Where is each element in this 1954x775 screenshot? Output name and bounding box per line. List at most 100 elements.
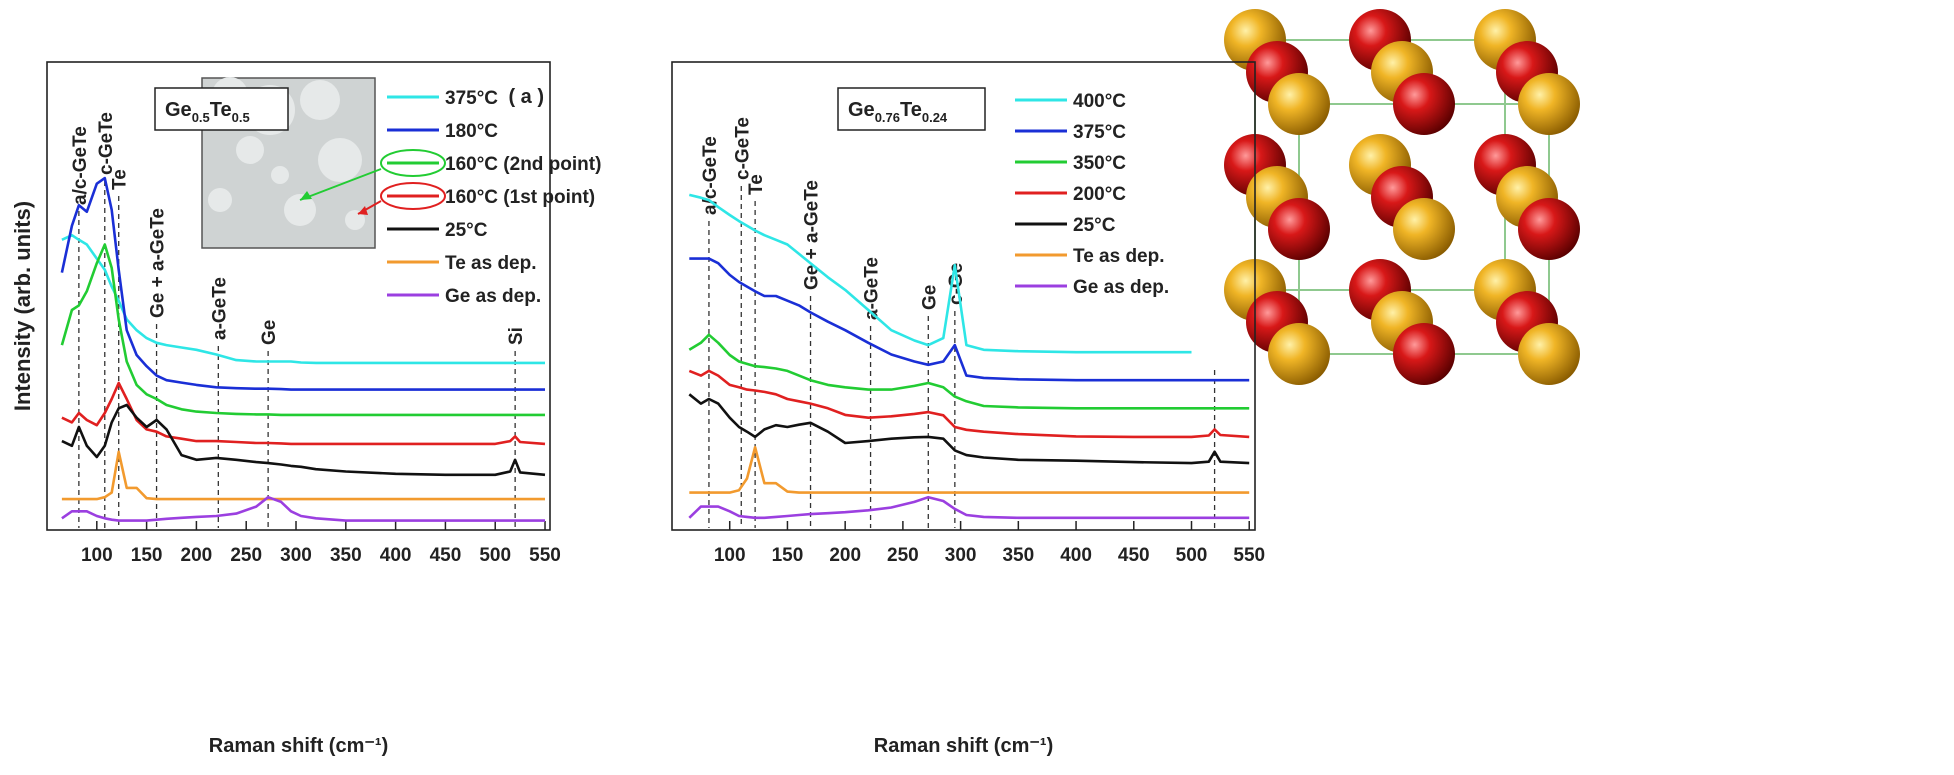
crystal-structure bbox=[1224, 9, 1580, 385]
spectrum bbox=[689, 445, 1250, 494]
inset-grain bbox=[236, 136, 264, 164]
atom bbox=[1268, 73, 1330, 135]
x-tick-label: 400 bbox=[380, 545, 412, 566]
legend-label: Te as dep. bbox=[445, 253, 537, 274]
atom bbox=[1268, 323, 1330, 385]
peak-label: Ge bbox=[919, 285, 940, 310]
pointer-head bbox=[300, 191, 312, 200]
inset-grain bbox=[300, 80, 340, 120]
legend-highlight bbox=[380, 182, 446, 210]
spectrum bbox=[688, 495, 1250, 520]
plot-frame bbox=[46, 61, 551, 531]
x-tick-label: 400 bbox=[1060, 545, 1092, 566]
x-tick-label: 450 bbox=[430, 545, 462, 566]
x-tick-label: 350 bbox=[1002, 545, 1034, 566]
y-axis-title: Intensity (arb. units) bbox=[10, 201, 35, 411]
peak-label: Ge bbox=[259, 320, 280, 345]
legend-label: Ge as dep. bbox=[445, 286, 541, 307]
element: Ge bbox=[848, 99, 875, 121]
legend-label: 375°C bbox=[445, 88, 498, 109]
peak-label: Ge + a-GeTe bbox=[148, 208, 169, 318]
atom bbox=[1393, 323, 1455, 385]
element: Te bbox=[900, 99, 922, 121]
legend-label: 160°C (1st point) bbox=[445, 187, 595, 208]
peak-label: a/c-GeTe bbox=[700, 136, 721, 215]
peak-label: Ge + a-GeTe bbox=[802, 180, 823, 290]
spectrum bbox=[60, 243, 545, 417]
subscript: 0.5 bbox=[192, 110, 210, 125]
x-axis-title: Raman shift (cm⁻¹) bbox=[874, 735, 1053, 757]
inset-grain bbox=[284, 194, 316, 226]
panel-label: ( a ) bbox=[508, 86, 544, 108]
subscript: 0.76 bbox=[875, 110, 900, 125]
pointer-head bbox=[358, 206, 368, 215]
x-tick-label: 550 bbox=[529, 545, 561, 566]
x-tick-label: 300 bbox=[945, 545, 977, 566]
pointer-arrow bbox=[299, 168, 382, 201]
legend-label: 375°C bbox=[1073, 122, 1126, 143]
x-axis-title: Raman shift (cm⁻¹) bbox=[209, 735, 388, 757]
legend-label: Ge as dep. bbox=[1073, 277, 1169, 298]
sample-label: Ge0.5Te0.5 bbox=[165, 99, 250, 125]
atom bbox=[1393, 73, 1455, 135]
spectrum bbox=[61, 381, 546, 446]
legend-label: 200°C bbox=[1073, 184, 1126, 205]
plot-frame bbox=[671, 61, 1256, 531]
sample-label: Ge0.76Te0.24 bbox=[848, 99, 948, 125]
spectrum bbox=[689, 257, 1250, 382]
sample-box bbox=[154, 87, 289, 131]
legend-label: 350°C bbox=[1073, 153, 1126, 174]
x-tick-label: 150 bbox=[131, 545, 163, 566]
legend-label: 400°C bbox=[1073, 91, 1126, 112]
x-tick-label: 550 bbox=[1233, 545, 1265, 566]
x-tick-label: 100 bbox=[81, 545, 113, 566]
spectrum bbox=[688, 393, 1250, 465]
x-tick-label: 500 bbox=[1176, 545, 1208, 566]
legend-label: 180°C bbox=[445, 121, 498, 142]
subscript: 0.24 bbox=[922, 110, 948, 125]
element: Te bbox=[210, 99, 232, 121]
legend-label: 160°C (2nd point) bbox=[445, 154, 601, 175]
legend-label: 25°C bbox=[445, 220, 488, 241]
x-tick-label: 500 bbox=[479, 545, 511, 566]
peak-label: Te bbox=[746, 174, 767, 195]
x-tick-label: 250 bbox=[230, 545, 262, 566]
inset-grain bbox=[345, 210, 365, 230]
x-tick-label: 200 bbox=[829, 545, 861, 566]
x-tick-label: 250 bbox=[887, 545, 919, 566]
inset-grain bbox=[318, 138, 362, 182]
spectrum bbox=[61, 450, 545, 501]
atom bbox=[1268, 198, 1330, 260]
spectrum bbox=[60, 176, 545, 391]
spectrum bbox=[61, 233, 545, 365]
x-tick-label: 300 bbox=[280, 545, 312, 566]
inset-grain bbox=[271, 166, 289, 184]
spectrum bbox=[688, 369, 1250, 439]
atom bbox=[1518, 73, 1580, 135]
spectrum bbox=[688, 193, 1192, 354]
peak-label: a-GeTe bbox=[209, 277, 230, 340]
subscript: 0.5 bbox=[232, 110, 250, 125]
spectrum bbox=[61, 403, 546, 477]
atom bbox=[1393, 198, 1455, 260]
peak-label: c-GeTe bbox=[732, 117, 753, 180]
atom bbox=[1518, 198, 1580, 260]
peak-label: Si bbox=[506, 327, 527, 345]
atom bbox=[1518, 323, 1580, 385]
peak-label: a/c-GeTe bbox=[70, 126, 91, 205]
inset-grain bbox=[208, 188, 232, 212]
element: Ge bbox=[165, 99, 192, 121]
legend-label: 25°C bbox=[1073, 215, 1116, 236]
spectrum bbox=[688, 333, 1250, 410]
peak-label: c-GeTe bbox=[96, 112, 117, 175]
peak-label: Te bbox=[110, 169, 131, 190]
x-tick-label: 100 bbox=[714, 545, 746, 566]
x-tick-label: 150 bbox=[772, 545, 804, 566]
x-tick-label: 200 bbox=[181, 545, 213, 566]
x-tick-label: 450 bbox=[1118, 545, 1150, 566]
x-tick-label: 350 bbox=[330, 545, 362, 566]
spectrum bbox=[61, 495, 545, 522]
peak-label: a-GeTe bbox=[862, 257, 883, 320]
legend-label: Te as dep. bbox=[1073, 246, 1165, 267]
